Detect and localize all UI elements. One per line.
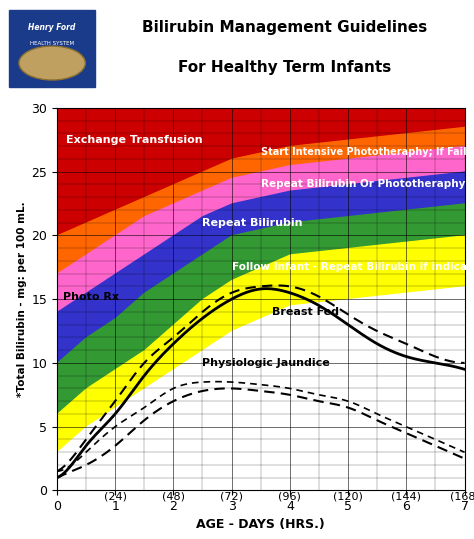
Text: Henry Ford: Henry Ford	[28, 23, 76, 32]
Text: (168): (168)	[449, 491, 474, 501]
Text: (48): (48)	[162, 491, 185, 501]
Text: Start Intensive Phototheraphy; If Fails - Exchange: Start Intensive Phototheraphy; If Fails …	[261, 148, 474, 157]
Text: For Healthy Term Infants: For Healthy Term Infants	[178, 60, 391, 75]
Text: (72): (72)	[220, 491, 243, 501]
Text: HEALTH SYSTEM: HEALTH SYSTEM	[30, 41, 74, 46]
Text: Breast Fed: Breast Fed	[273, 307, 339, 317]
Text: Exchange Transfusion: Exchange Transfusion	[65, 135, 202, 144]
FancyBboxPatch shape	[9, 10, 95, 87]
Text: (120): (120)	[333, 491, 363, 501]
Text: AGE - DAYS (HRS.): AGE - DAYS (HRS.)	[196, 519, 325, 531]
Text: Repeat Bilirubin Or Phototheraphy: Repeat Bilirubin Or Phototheraphy	[261, 179, 465, 189]
Text: (96): (96)	[278, 491, 301, 501]
Y-axis label: *Total Bilirubin - mg: per 100 mL.: *Total Bilirubin - mg: per 100 mL.	[17, 202, 27, 397]
Text: (144): (144)	[391, 491, 421, 501]
Text: (24): (24)	[104, 491, 127, 501]
Text: Repeat Bilirubin: Repeat Bilirubin	[202, 218, 303, 227]
Text: Follow Infant - Repeat Bilirubin if indicated: Follow Infant - Repeat Bilirubin if indi…	[232, 262, 474, 272]
Text: Bilirubin Management Guidelines: Bilirubin Management Guidelines	[142, 19, 427, 34]
Ellipse shape	[19, 46, 85, 80]
Text: Photo Rx: Photo Rx	[63, 292, 118, 302]
Text: Physiologic Jaundice: Physiologic Jaundice	[202, 358, 330, 368]
